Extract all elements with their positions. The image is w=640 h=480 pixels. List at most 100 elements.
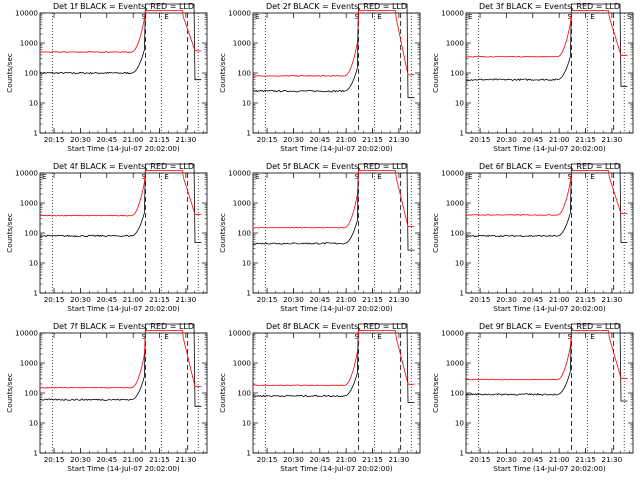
axes-frame: [465, 332, 634, 454]
x-tick-label: 21:00: [549, 455, 570, 464]
y-tick-label: 1: [459, 449, 464, 458]
x-tick-label: 21:00: [336, 455, 357, 464]
chart-title: Det 7f BLACK = Events, RED = LLD: [53, 322, 194, 331]
x-tick-label: 21:00: [549, 295, 570, 304]
y-tick-label: 10000: [228, 9, 251, 18]
x-tick-label: 20:30: [283, 455, 304, 464]
x-tick-label: 21:15: [362, 135, 383, 144]
y-tick-label: 1000: [20, 199, 39, 208]
y-tick-label: 10: [242, 419, 252, 428]
y-tick-label: 10000: [441, 9, 464, 18]
y-tick-label: 1000: [233, 199, 252, 208]
events-series-line: [252, 3, 415, 99]
y-axis-label: Counts/sec: [218, 53, 227, 93]
y-axis-label: Counts/sec: [5, 373, 14, 413]
y-tick-label: 1: [246, 449, 251, 458]
lld-series-line: [252, 10, 415, 77]
y-axis-label: Counts/sec: [218, 213, 227, 253]
y-axis-label: Counts/sec: [5, 213, 14, 253]
y-tick-label: 1000: [446, 39, 465, 48]
x-tick-label: 21:00: [336, 295, 357, 304]
y-axis-label: Counts/sec: [431, 53, 440, 93]
plot-svg: Det 7f BLACK = Events, RED = LLD 1 10 100 10…: [5, 322, 208, 473]
y-tick-label: 100: [450, 69, 464, 78]
lld-series-line: [252, 170, 415, 229]
x-tick-label: 20:15: [470, 455, 491, 464]
y-tick-label: 10000: [228, 169, 251, 178]
x-tick-label: 21:00: [123, 295, 144, 304]
y-tick-label: 100: [24, 389, 38, 398]
plot-svg: Det 5f BLACK = Events, RED = LLD 1 10 100 10…: [218, 162, 421, 313]
y-tick-label: 100: [24, 229, 38, 238]
y-tick-label: 1: [459, 289, 464, 298]
y-tick-label: 1: [33, 289, 38, 298]
detector-panel-3: Det 3f BLACK = Events, RED = LLD 1 10 100 10…: [426, 0, 639, 160]
x-tick-label: 20:45: [96, 135, 117, 144]
events-series-line: [466, 323, 628, 402]
events-series-line: [39, 323, 202, 407]
x-tick-label: 20:15: [44, 135, 65, 144]
y-tick-label: 100: [450, 229, 464, 238]
x-tick-label: 20:45: [522, 455, 543, 464]
detector-panel-1: Det 1f BLACK = Events, RED = LLD 1 10 100 10…: [0, 0, 213, 160]
x-tick-label: 21:00: [549, 135, 570, 144]
y-tick-label: 10: [455, 259, 465, 268]
events-series-line: [465, 163, 628, 243]
y-tick-label: 10000: [228, 329, 251, 338]
x-tick-label: 20:15: [470, 295, 491, 304]
x-tick-label: 21:30: [602, 295, 623, 304]
marker-s: S: [354, 332, 359, 341]
corner-annotation-left: E: [468, 172, 473, 181]
axes-frame: [252, 172, 421, 294]
x-tick-label: 21:15: [149, 295, 170, 304]
plot-svg: Det 2f BLACK = Events, RED = LLD 1 10 100 10…: [218, 2, 421, 153]
x-tick-label: 21:15: [575, 455, 596, 464]
y-tick-label: 1: [246, 129, 251, 138]
marker-e: E: [377, 12, 382, 21]
axes-frame: [465, 12, 634, 134]
x-axis-label: Start Time (14-Jul-07 20:02:00): [67, 144, 180, 153]
y-tick-label: 100: [237, 389, 251, 398]
y-tick-label: 1000: [446, 199, 465, 208]
y-tick-label: 100: [237, 229, 251, 238]
x-tick-label: 21:15: [362, 295, 383, 304]
events-series-line: [252, 323, 415, 403]
chart-title: Det 5f BLACK = Events, RED = LLD: [266, 162, 407, 171]
x-tick-label: 20:45: [309, 455, 330, 464]
y-tick-label: 10: [29, 99, 39, 108]
marker-s: S: [354, 172, 359, 181]
marker-e: E: [590, 172, 595, 181]
lld-series-line: [465, 170, 628, 216]
y-tick-label: 10: [455, 419, 465, 428]
x-tick-label: 20:15: [257, 455, 278, 464]
corner-annotation-left: E: [255, 172, 260, 181]
x-tick-label: 20:30: [70, 135, 91, 144]
marker-s: S: [141, 12, 146, 21]
y-axis-label: Counts/sec: [218, 373, 227, 413]
x-tick-label: 21:30: [176, 295, 197, 304]
y-tick-label: 10000: [441, 169, 464, 178]
marker-s: S: [141, 332, 146, 341]
y-tick-label: 1: [33, 449, 38, 458]
marker-s: S: [567, 172, 572, 181]
x-tick-label: 21:30: [389, 135, 410, 144]
marker-e: E: [590, 12, 595, 21]
y-tick-label: 1000: [20, 39, 39, 48]
corner-annotation-left: E: [42, 172, 47, 181]
x-tick-label: 20:30: [283, 295, 304, 304]
y-axis-label: Counts/sec: [431, 373, 440, 413]
x-tick-label: 20:15: [44, 455, 65, 464]
plot-svg: Det 9f BLACK = Events, RED = LLD 1 10 100 10…: [431, 322, 634, 473]
events-series-line: [252, 163, 415, 251]
x-tick-label: 20:30: [496, 135, 517, 144]
y-tick-label: 100: [237, 69, 251, 78]
x-axis-label: Start Time (14-Jul-07 20:02:00): [67, 464, 180, 473]
x-tick-label: 20:30: [70, 295, 91, 304]
x-tick-label: 20:30: [70, 455, 91, 464]
y-tick-label: 10000: [15, 9, 38, 18]
x-axis-label: Start Time (14-Jul-07 20:02:00): [280, 464, 393, 473]
x-tick-label: 20:15: [257, 135, 278, 144]
marker-e: E: [377, 332, 382, 341]
x-axis-label: Start Time (14-Jul-07 20:02:00): [493, 144, 606, 153]
